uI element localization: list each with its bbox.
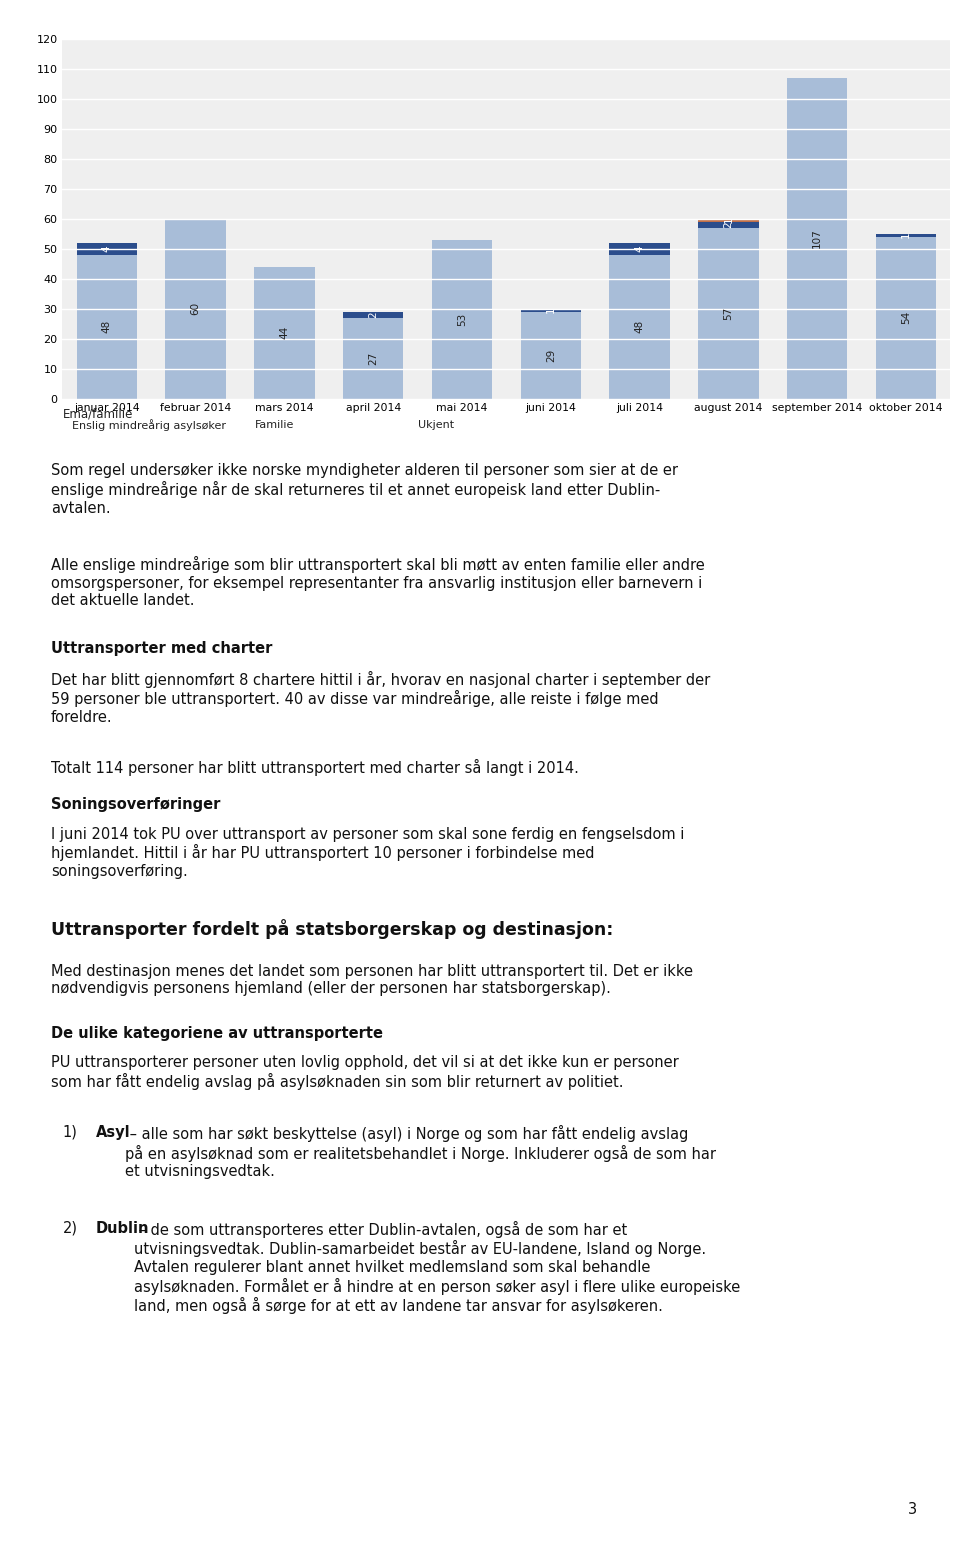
- Bar: [610, 255, 670, 399]
- Text: 54: 54: [901, 311, 911, 324]
- Text: Uttransporter fordelt på statsborgerskap og destinasjon:: Uttransporter fordelt på statsborgerskap…: [51, 919, 613, 939]
- Text: 1: 1: [724, 216, 733, 224]
- Text: 1: 1: [901, 232, 911, 238]
- Bar: [698, 219, 758, 221]
- Text: – de som uttransporteres etter Dublin-avtalen, også de som har et
utvisningsvedt: – de som uttransporteres etter Dublin-av…: [134, 1221, 741, 1315]
- Text: 2: 2: [724, 221, 733, 229]
- Text: Alle enslige mindreårige som blir uttransportert skal bli møtt av enten familie : Alle enslige mindreårige som blir uttran…: [51, 556, 705, 609]
- Text: 48: 48: [635, 320, 644, 334]
- Bar: [787, 77, 848, 399]
- Text: Soningsoverføringer: Soningsoverføringer: [51, 797, 220, 813]
- Bar: [698, 221, 758, 227]
- Text: Ema/familie: Ema/familie: [62, 408, 132, 420]
- Text: 53: 53: [457, 312, 467, 326]
- Text: De ulike kategoriene av uttransporterte: De ulike kategoriene av uttransporterte: [51, 1026, 383, 1041]
- Bar: [698, 227, 758, 399]
- Text: 60: 60: [191, 303, 201, 315]
- Text: 3: 3: [907, 1502, 917, 1517]
- Text: 48: 48: [102, 320, 111, 334]
- Text: – alle som har søkt beskyttelse (asyl) i Norge og som har fått endelig avslag
på: – alle som har søkt beskyttelse (asyl) i…: [125, 1125, 716, 1179]
- Text: 57: 57: [724, 306, 733, 320]
- Text: 2: 2: [369, 311, 378, 318]
- Bar: [520, 312, 581, 399]
- Text: 29: 29: [546, 349, 556, 362]
- Text: Familie: Familie: [254, 420, 294, 430]
- Text: 107: 107: [812, 229, 822, 249]
- Text: 4: 4: [102, 246, 111, 252]
- Bar: [520, 309, 581, 312]
- Text: 1: 1: [546, 307, 556, 314]
- Bar: [876, 233, 936, 236]
- Bar: [254, 267, 315, 399]
- Text: 2): 2): [62, 1221, 78, 1236]
- Text: PU uttransporterer personer uten lovlig opphold, det vil si at det ikke kun er p: PU uttransporterer personer uten lovlig …: [51, 1055, 679, 1091]
- Text: Enslig mindreårig asylsøker: Enslig mindreårig asylsøker: [72, 419, 226, 431]
- Bar: [432, 239, 492, 399]
- Bar: [165, 218, 226, 399]
- Text: Dublin: Dublin: [96, 1221, 150, 1236]
- Bar: [343, 318, 403, 399]
- Text: I juni 2014 tok PU over uttransport av personer som skal sone ferdig en fengsels: I juni 2014 tok PU over uttransport av p…: [51, 827, 684, 879]
- Text: Det har blitt gjennomført 8 chartere hittil i år, hvorav en nasjonal charter i s: Det har blitt gjennomført 8 chartere hit…: [51, 671, 710, 725]
- Text: 44: 44: [279, 326, 289, 340]
- Text: Totalt 114 personer har blitt uttransportert med charter så langt i 2014.: Totalt 114 personer har blitt uttranspor…: [51, 759, 579, 776]
- Text: 27: 27: [369, 351, 378, 365]
- Bar: [610, 243, 670, 255]
- Text: 4: 4: [635, 246, 644, 252]
- Text: Ukjent: Ukjent: [418, 420, 454, 430]
- Bar: [77, 255, 137, 399]
- Text: Asyl: Asyl: [96, 1125, 131, 1140]
- Bar: [343, 312, 403, 318]
- Text: Som regel undersøker ikke norske myndigheter alderen til personer som sier at de: Som regel undersøker ikke norske myndigh…: [51, 464, 678, 516]
- Bar: [77, 243, 137, 255]
- Text: Uttransporter med charter: Uttransporter med charter: [51, 641, 273, 657]
- Text: 1): 1): [62, 1125, 77, 1140]
- Text: Med destinasjon menes det landet som personen har blitt uttransportert til. Det : Med destinasjon menes det landet som per…: [51, 964, 693, 997]
- Bar: [876, 236, 936, 399]
